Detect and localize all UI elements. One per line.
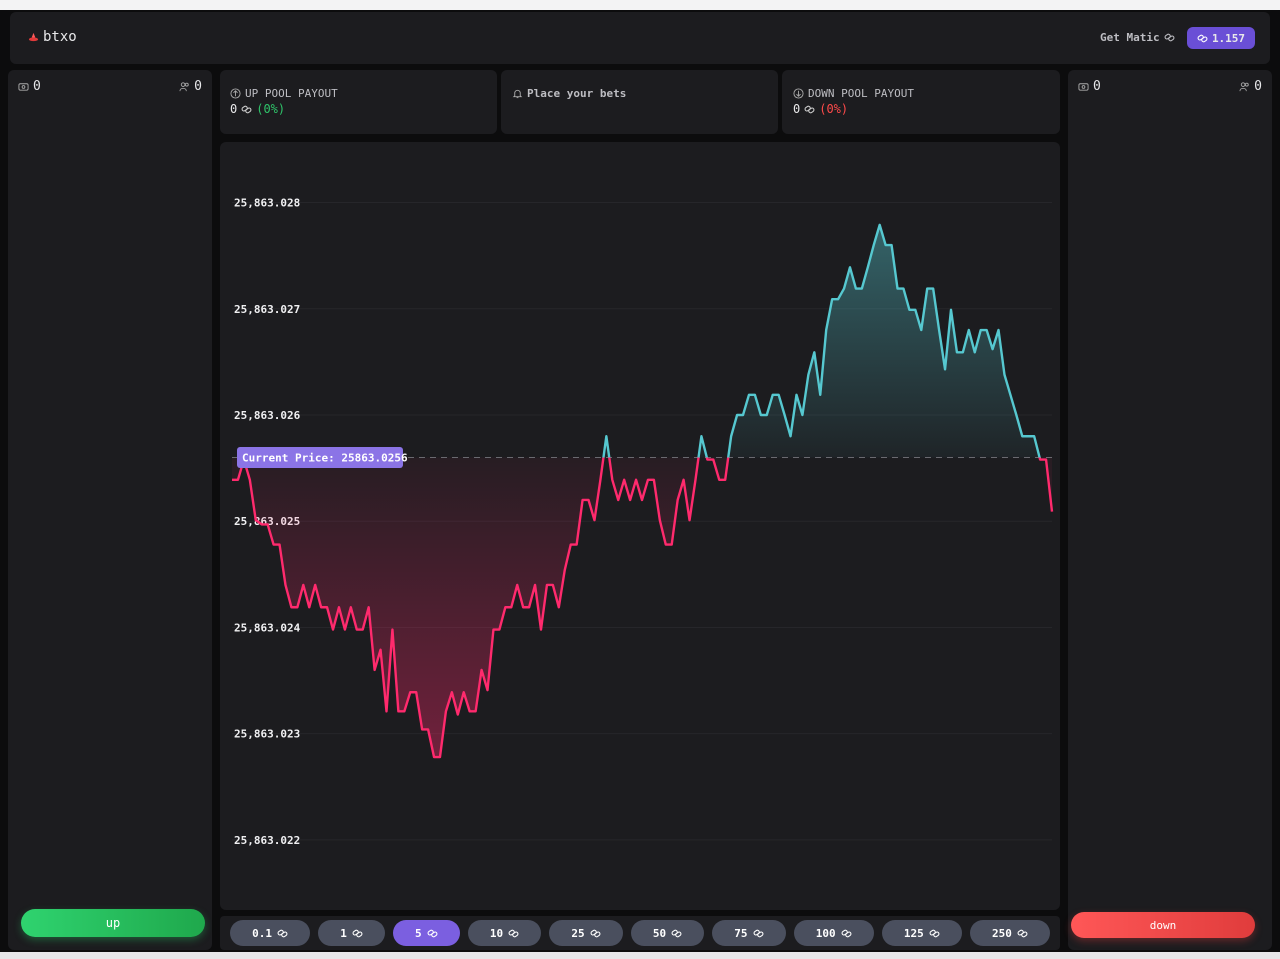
y-tick-label: 25,863.024	[234, 621, 301, 634]
chain-icon	[590, 929, 601, 937]
chain-icon	[277, 929, 288, 937]
chart-panel: 25,863.02825,863.02725,863.02625,863.025…	[220, 142, 1060, 910]
up-pool-card: UP POOL PAYOUT 0 (0%)	[220, 70, 497, 134]
chain-icon	[241, 105, 252, 113]
bet-option[interactable]: 75	[712, 920, 786, 946]
chain-icon	[1017, 929, 1028, 937]
bet-amount: 1	[340, 926, 347, 940]
chain-icon	[804, 105, 815, 113]
bell-icon	[512, 89, 523, 99]
get-matic-text: Get Matic	[1100, 31, 1160, 44]
title: UP POOL PAYOUT	[245, 87, 338, 100]
balance-value: 1.157	[1211, 31, 1246, 45]
chain-icon	[753, 929, 764, 937]
amount: 0	[793, 102, 801, 116]
title: DOWN POOL PAYOUT	[808, 87, 914, 100]
current-price-badge	[237, 446, 403, 468]
bet-amount: 25	[571, 926, 585, 940]
pool-amount: 0 (0%)	[230, 102, 285, 116]
status-card: Place your bets	[501, 70, 778, 134]
down-icon	[793, 88, 804, 99]
logo-text: btxo	[43, 29, 77, 45]
balance[interactable]: 1.157	[1187, 27, 1255, 49]
bet-amount: 10	[489, 926, 504, 940]
chain-icon	[929, 929, 940, 937]
y-tick-label: 25,863.022	[234, 834, 300, 847]
wallet-icon	[1078, 83, 1089, 91]
price-line-down	[232, 457, 1054, 759]
bet-option[interactable]: 250	[969, 920, 1050, 946]
amount: 0	[230, 102, 238, 116]
down-button[interactable]: down	[1071, 912, 1255, 938]
bet-option[interactable]: 0.1	[230, 920, 311, 946]
browser-strip	[0, 952, 1280, 959]
count: 0	[33, 79, 41, 94]
down-pool-card: DOWN POOL PAYOUT 0 (0%)	[782, 70, 1060, 134]
count: 0	[1093, 79, 1101, 94]
chain-icon	[671, 929, 682, 937]
status: Place your bets	[512, 87, 626, 100]
count: 0	[1254, 79, 1262, 94]
bet-option[interactable]: 50	[630, 920, 705, 946]
chain-icon	[427, 929, 438, 937]
chain-icon	[1164, 33, 1175, 42]
logo-icon	[28, 32, 39, 41]
chain-icon	[841, 929, 852, 937]
percent: (0%)	[819, 102, 849, 116]
pool-title: UP POOL PAYOUT	[230, 87, 338, 100]
y-tick-label: 25,863.026	[234, 409, 301, 422]
wallet-count: 0	[1078, 79, 1101, 94]
get-matic[interactable]: Get Matic	[1100, 31, 1175, 44]
users-icon	[179, 82, 189, 92]
wallet-count: 0	[18, 79, 41, 94]
y-tick-label: 25,863.028	[234, 197, 300, 210]
bet-option[interactable]: 100	[793, 920, 874, 946]
percent: (0%)	[256, 102, 286, 116]
chain-icon	[508, 929, 519, 937]
players-count: 0	[179, 79, 202, 94]
browser-strip	[0, 0, 1280, 10]
pool-title: DOWN POOL PAYOUT	[793, 87, 914, 100]
players-count: 0	[1239, 79, 1262, 94]
y-tick-label: 25,863.027	[234, 303, 300, 316]
bet-option[interactable]: 1	[318, 920, 385, 946]
bet-option[interactable]: 5	[392, 920, 460, 946]
area-down	[232, 457, 1052, 758]
status-text: Place your bets	[527, 87, 627, 100]
bet-amount: 250	[991, 926, 1012, 940]
count: 0	[194, 79, 202, 94]
wallet-icon	[18, 83, 29, 91]
chain-icon	[1197, 34, 1208, 42]
bet-option[interactable]: 10	[467, 920, 542, 946]
right-panel: 0 0 down	[1068, 70, 1272, 950]
chain-icon	[352, 929, 363, 937]
bet-amount: 75	[734, 926, 748, 940]
up-icon	[230, 88, 241, 99]
bet-option[interactable]: 125	[881, 920, 962, 946]
price-chart: 25,863.02825,863.02725,863.02625,863.025…	[232, 197, 1054, 847]
bet-amount: 125	[903, 926, 924, 940]
current-price-label: Current Price: 25863.0256	[242, 451, 408, 464]
logo[interactable]: btxo	[28, 29, 77, 45]
users-icon	[1239, 82, 1249, 92]
left-panel: 0 0 up	[8, 70, 212, 950]
y-tick-label: 25,863.023	[234, 728, 300, 741]
bet-amount: 5	[415, 926, 422, 940]
price-line-up	[602, 223, 1041, 458]
bet-amounts: 0.1 1 5 10 25 50 75 100 125 250	[220, 916, 1060, 950]
up-button[interactable]: up	[21, 909, 205, 937]
bet-amount: 100	[815, 926, 836, 940]
bet-amount: 0.1	[252, 926, 272, 940]
area-up	[232, 224, 1052, 458]
header: btxo Get Matic 1.157	[10, 12, 1270, 64]
bet-amount: 50	[652, 926, 667, 940]
pool-amount: 0 (0%)	[793, 102, 848, 116]
bet-option[interactable]: 25	[549, 920, 623, 946]
